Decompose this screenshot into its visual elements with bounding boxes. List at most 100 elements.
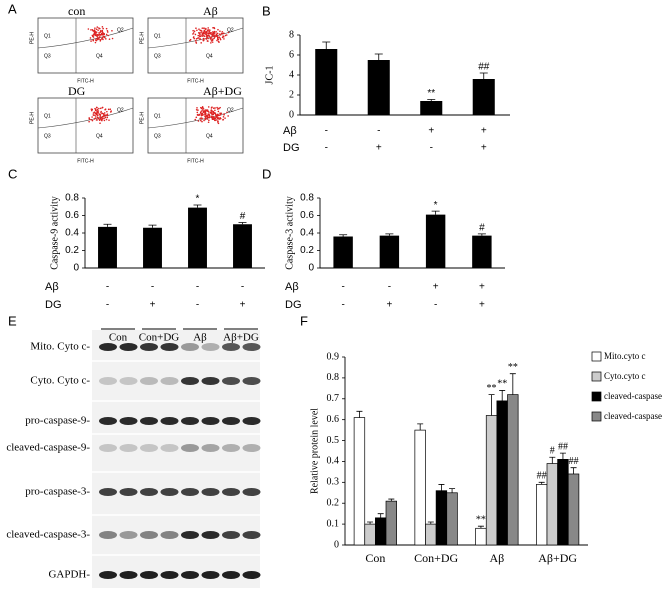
legend-swatch	[591, 391, 602, 402]
condition-sign: +	[240, 300, 246, 311]
flow-event	[194, 33, 197, 36]
error-bar	[570, 467, 577, 474]
flow-event	[93, 111, 96, 113]
flow-event	[192, 36, 195, 38]
flow-event	[198, 32, 201, 34]
panel-letter: E	[8, 313, 17, 328]
flow-event	[99, 30, 102, 32]
bar	[507, 394, 519, 546]
flow-event	[90, 29, 92, 31]
flow-event	[94, 34, 96, 36]
bar	[188, 207, 207, 268]
flow-event	[227, 31, 230, 34]
error-bar	[477, 233, 486, 236]
flow-event	[208, 30, 211, 33]
flow-event	[96, 108, 99, 111]
flow-event	[212, 107, 215, 110]
blot-band	[222, 531, 240, 539]
panel-letter: A	[8, 1, 17, 16]
flow-event	[219, 106, 221, 109]
blot-band	[160, 488, 179, 496]
flow-event	[196, 107, 198, 109]
blot-band	[222, 488, 240, 496]
bar	[315, 49, 338, 115]
flow-event	[99, 113, 102, 116]
condition-sign: -	[106, 282, 109, 293]
flow-event	[209, 33, 212, 35]
flow-event	[90, 109, 93, 112]
flow-event	[198, 114, 200, 116]
flow-event	[111, 37, 114, 40]
flow-event	[201, 27, 204, 29]
quadrant-label: Q1	[44, 113, 51, 119]
flow-x-label: FITC-H	[187, 158, 204, 164]
flow-event	[101, 33, 103, 36]
legend-swatch	[591, 411, 602, 422]
flow-event	[216, 106, 218, 109]
significance-marker: #	[479, 223, 485, 234]
flow-event	[217, 110, 220, 113]
bar	[472, 235, 492, 268]
condition-sign: -	[388, 282, 391, 293]
blot-band	[99, 571, 117, 579]
blot-band	[181, 377, 199, 385]
flow-plot	[147, 17, 244, 74]
flow-event	[205, 33, 208, 36]
flow-event	[97, 117, 100, 120]
flow-event	[93, 114, 95, 116]
flow-event	[216, 119, 218, 121]
flow-event	[105, 33, 108, 36]
flow-event	[106, 31, 109, 33]
y-tick-label: 6	[289, 49, 294, 60]
flow-event	[101, 112, 104, 115]
flow-title: Aβ+DG	[203, 84, 242, 98]
flow-event	[215, 116, 217, 119]
flow-event	[218, 36, 221, 39]
blot-band	[99, 343, 117, 351]
flow-event	[218, 107, 220, 110]
flow-event	[211, 113, 213, 116]
flow-event	[205, 38, 208, 40]
quadrant-label: Q3	[154, 133, 161, 139]
flow-event	[105, 38, 107, 40]
y-tick-label: 0.6	[327, 414, 340, 425]
y-axis-label: Caspase-9 activity	[49, 196, 60, 270]
flow-event	[98, 119, 101, 122]
flow-event	[90, 118, 92, 121]
flow-event	[94, 27, 96, 29]
condition-sign: +	[428, 126, 434, 137]
flow-event	[207, 27, 209, 29]
blot-row-label: Cyto. Cyto c-	[30, 375, 90, 387]
condition-label: DG	[285, 299, 302, 311]
bar	[435, 490, 448, 546]
flow-event	[221, 36, 224, 39]
bar	[496, 400, 508, 546]
blot-band	[181, 444, 199, 452]
y-tick-label: 0.1	[327, 518, 340, 529]
flow-event	[225, 34, 228, 36]
flow-event	[210, 111, 212, 113]
flow-event	[202, 31, 205, 34]
blot-band	[119, 444, 138, 452]
quadrant-label: Q1	[154, 113, 161, 119]
flow-event	[201, 109, 204, 111]
y-tick-label: 0	[308, 263, 314, 274]
bar	[385, 500, 397, 546]
flow-plot	[147, 97, 244, 154]
blot-band	[160, 571, 179, 579]
flow-event	[226, 111, 228, 114]
bar	[475, 527, 487, 546]
flow-event	[101, 106, 104, 109]
flow-event	[95, 113, 97, 116]
condition-sign: +	[481, 126, 487, 137]
flow-event	[97, 34, 99, 37]
flow-event	[200, 117, 202, 119]
flow-event	[103, 32, 105, 35]
x-tick-label: Con	[365, 551, 385, 565]
bar	[333, 236, 353, 268]
error-bar	[388, 498, 395, 502]
flow-event	[199, 35, 202, 37]
flow-event	[203, 38, 205, 40]
error-bar	[538, 481, 545, 485]
